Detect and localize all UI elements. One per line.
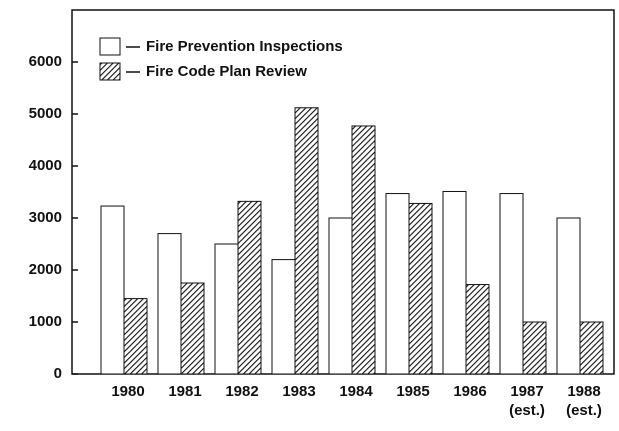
legend-swatch <box>99 62 121 81</box>
bar <box>214 243 239 375</box>
bar <box>157 233 182 375</box>
bar <box>123 298 148 375</box>
bar <box>328 217 353 375</box>
x-tick-label: 1986 <box>453 383 487 400</box>
legend-label: Fire Prevention Inspections <box>146 38 343 55</box>
y-tick-label: 6000 <box>29 53 62 70</box>
y-tick-label: 3000 <box>29 209 62 226</box>
bar <box>465 284 490 375</box>
x-tick-label: 1987 (est.) <box>509 383 545 419</box>
y-tick-label: 5000 <box>29 105 62 122</box>
bar <box>499 193 524 375</box>
y-tick-label: 1000 <box>29 313 62 330</box>
bar <box>351 125 376 375</box>
bar <box>556 217 581 375</box>
y-tick-label: 2000 <box>29 261 62 278</box>
x-tick-label: 1988 (est.) <box>566 383 602 419</box>
x-tick-label: 1980 <box>111 383 145 400</box>
x-tick-label: 1983 <box>282 383 316 400</box>
legend-label: Fire Code Plan Review <box>146 63 307 80</box>
bar <box>385 193 410 375</box>
x-tick-label: 1984 <box>339 383 373 400</box>
bar <box>442 190 467 375</box>
bar <box>180 282 205 375</box>
x-tick-label: 1981 <box>168 383 202 400</box>
y-tick-label: 0 <box>54 365 62 382</box>
bar <box>271 259 296 375</box>
bar <box>100 205 125 375</box>
bar <box>579 321 604 375</box>
y-tick-label: 4000 <box>29 157 62 174</box>
x-tick-label: 1985 <box>396 383 430 400</box>
bar <box>522 321 547 375</box>
x-tick-label: 1982 <box>225 383 259 400</box>
bar <box>237 200 262 375</box>
bar <box>294 107 319 375</box>
bar <box>408 202 433 375</box>
legend-swatch <box>99 37 121 56</box>
